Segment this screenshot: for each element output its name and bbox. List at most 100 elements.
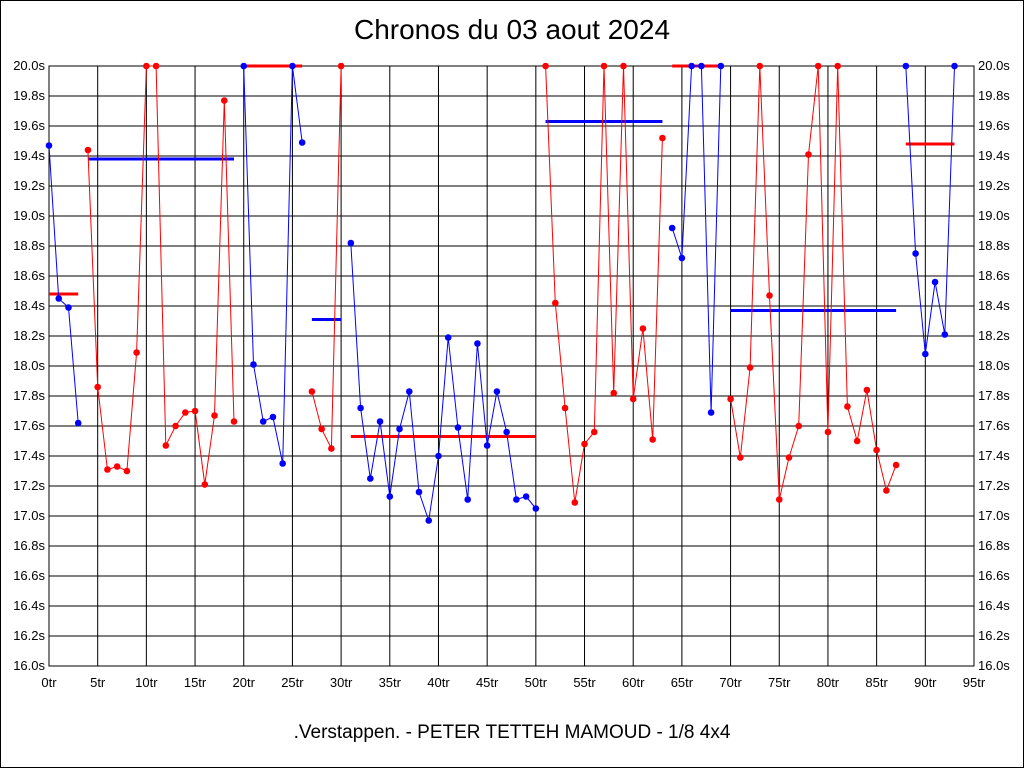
data-point xyxy=(775,496,783,503)
data-point xyxy=(737,454,744,461)
data-point xyxy=(143,62,150,70)
data-point xyxy=(756,62,764,70)
data-point xyxy=(201,481,209,488)
data-point xyxy=(435,452,442,460)
data-point xyxy=(873,446,880,454)
x-tick-label: 15tr xyxy=(184,675,207,690)
data-point xyxy=(814,62,822,70)
y-tick-label-right: 18.2s xyxy=(978,328,1010,343)
data-point xyxy=(766,292,773,299)
data-point xyxy=(386,493,394,500)
y-tick-label-right: 17.4s xyxy=(978,448,1010,463)
series-line xyxy=(671,65,722,413)
y-tick-label-left: 17.4s xyxy=(13,448,45,463)
data-point xyxy=(668,224,676,232)
x-tick-label: 20tr xyxy=(233,675,256,690)
series-line xyxy=(311,65,342,449)
data-point xyxy=(892,461,900,469)
data-point xyxy=(318,425,325,433)
x-tick-label: 80tr xyxy=(817,675,840,690)
data-point xyxy=(522,493,530,500)
data-point xyxy=(600,62,608,70)
data-point xyxy=(162,442,170,449)
series-line xyxy=(350,242,537,521)
data-point xyxy=(298,139,306,146)
x-tick-label: 0tr xyxy=(41,675,57,690)
data-point xyxy=(279,460,286,467)
x-tick-label: 10tr xyxy=(135,675,158,690)
data-point xyxy=(328,445,335,452)
y-tick-label-right: 17.2s xyxy=(978,478,1010,493)
y-tick-label-left: 18.8s xyxy=(13,238,45,253)
data-point xyxy=(844,403,851,410)
y-tick-label-left: 18.4s xyxy=(13,298,45,313)
data-point xyxy=(659,134,666,142)
y-tick-label-left: 16.2s xyxy=(13,628,45,643)
x-tick-label: 50tr xyxy=(525,675,548,690)
y-tick-label-left: 17.6s xyxy=(13,418,45,433)
x-tick-label: 70tr xyxy=(719,675,742,690)
x-tick-label: 90tr xyxy=(914,675,937,690)
data-point xyxy=(220,97,228,104)
data-point xyxy=(620,62,627,70)
data-point xyxy=(347,239,355,247)
series-line xyxy=(730,65,897,500)
data-point xyxy=(240,62,248,70)
x-tick-label: 25tr xyxy=(281,675,304,690)
y-tick-label-right: 17.6s xyxy=(978,418,1010,433)
data-point xyxy=(337,62,345,70)
y-tick-label-right: 19.0s xyxy=(978,208,1010,223)
y-tick-label-right: 18.0s xyxy=(978,358,1010,373)
data-point xyxy=(795,422,803,430)
data-point xyxy=(405,388,413,395)
data-point xyxy=(785,454,793,461)
data-point xyxy=(94,383,101,391)
data-point xyxy=(902,62,910,70)
x-tick-label: 30tr xyxy=(330,675,353,690)
y-tick-label-left: 19.0s xyxy=(13,208,45,223)
data-point xyxy=(133,349,140,356)
data-point xyxy=(357,404,364,412)
y-tick-label-left: 19.8s xyxy=(13,88,45,103)
data-point xyxy=(610,389,618,397)
x-tick-label: 75tr xyxy=(768,675,791,690)
data-point xyxy=(367,475,374,482)
y-tick-label-right: 17.8s xyxy=(978,388,1010,403)
y-tick-label-right: 16.2s xyxy=(978,628,1010,643)
x-tick-label: 60tr xyxy=(622,675,645,690)
y-tick-label-right: 17.0s xyxy=(978,508,1010,523)
y-tick-label-left: 17.0s xyxy=(13,508,45,523)
series-line xyxy=(545,65,663,503)
data-point xyxy=(727,395,734,403)
data-point xyxy=(104,466,111,473)
data-point xyxy=(152,62,160,70)
y-tick-label-left: 17.8s xyxy=(13,388,45,403)
data-point xyxy=(74,419,82,427)
x-tick-label: 65tr xyxy=(671,675,694,690)
data-point xyxy=(941,331,949,338)
y-tick-label-right: 16.0s xyxy=(978,658,1010,673)
data-point xyxy=(191,407,199,415)
data-point xyxy=(688,62,695,70)
data-point xyxy=(581,440,588,448)
data-point xyxy=(561,404,569,412)
y-tick-label-left: 16.0s xyxy=(13,658,45,673)
data-point xyxy=(396,425,403,433)
data-point xyxy=(483,442,491,449)
data-point xyxy=(269,413,277,421)
data-point xyxy=(289,62,296,70)
data-point xyxy=(84,146,92,154)
data-point xyxy=(805,151,812,158)
y-tick-label-right: 19.4s xyxy=(978,148,1010,163)
data-point xyxy=(45,142,53,149)
data-point xyxy=(55,295,63,302)
chart-footer: .Verstappen. - PETER TETTEH MAMOUD - 1/8… xyxy=(293,722,731,743)
x-tick-label: 5tr xyxy=(90,675,106,690)
data-point xyxy=(172,422,179,430)
data-point xyxy=(415,488,423,496)
y-tick-label-left: 19.2s xyxy=(13,178,45,193)
x-tick-label: 45tr xyxy=(476,675,499,690)
y-tick-label-left: 16.6s xyxy=(13,568,45,583)
y-tick-label-right: 16.8s xyxy=(978,538,1010,553)
